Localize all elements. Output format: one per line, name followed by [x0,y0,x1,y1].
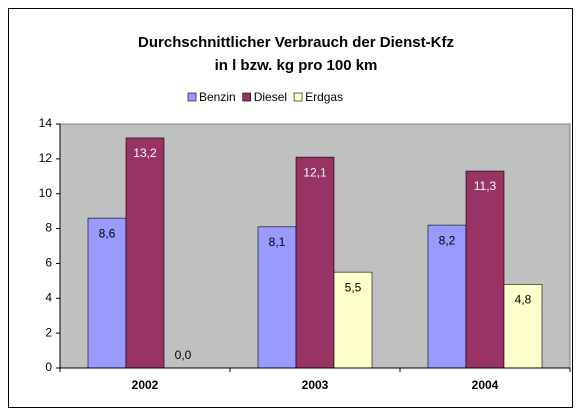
bar [125,137,165,369]
data-label: 8,2 [439,233,456,247]
data-label: 12,1 [303,165,327,179]
legend-label: Erdgas [305,90,343,104]
chart-title: Durchschnittlicher Verbrauch der Dienst-… [138,34,454,51]
bar [503,284,543,369]
legend-label: Diesel [254,90,287,104]
x-tick-label: 2004 [472,378,499,392]
y-tick-label: 0 [45,360,52,374]
bar [87,217,127,369]
data-label: 8,1 [269,235,286,249]
y-tick-label: 4 [45,290,52,304]
bar [427,224,467,369]
y-tick-label: 6 [45,256,52,270]
x-tick-label: 2002 [132,378,159,392]
y-tick-label: 14 [39,116,53,130]
x-tick-label: 2003 [302,378,329,392]
legend-swatch [242,92,252,102]
data-label: 5,5 [345,280,362,294]
bar [333,271,373,369]
y-tick-label: 10 [39,186,53,200]
data-label: 0,0 [175,348,192,362]
y-tick-label: 2 [45,325,52,339]
data-label: 4,8 [515,293,532,307]
bar [465,170,505,369]
data-label: 11,3 [474,179,497,193]
legend-swatch [293,92,303,102]
legend-label: Benzin [199,90,236,104]
chart-title: in l bzw. kg pro 100 km [215,57,378,74]
data-label: 13,2 [133,146,157,160]
data-label: 8,6 [99,226,116,240]
legend-swatch [187,92,197,102]
y-tick-label: 8 [45,221,52,235]
bar [295,156,335,369]
y-tick-label: 12 [39,151,53,165]
